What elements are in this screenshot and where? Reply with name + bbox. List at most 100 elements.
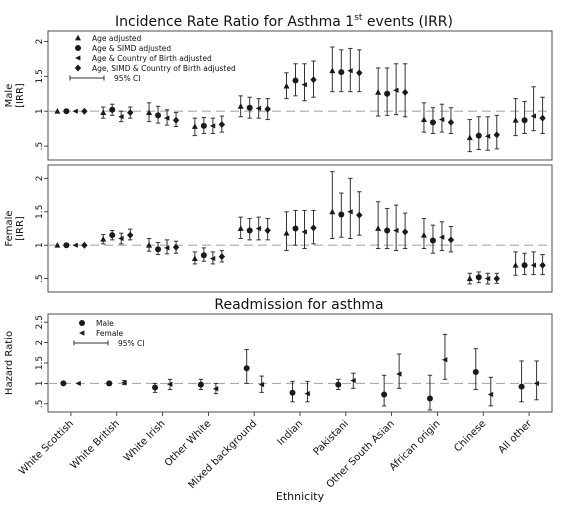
data-point-diamond xyxy=(172,116,180,124)
data-point-triangle xyxy=(375,89,382,95)
data-point-left-triangle xyxy=(304,391,310,397)
data-point-left-triangle xyxy=(438,234,445,240)
data-point-left-triangle xyxy=(530,113,536,119)
data-point-circle xyxy=(384,227,391,234)
data-point-diamond xyxy=(401,228,409,236)
data-point-triangle xyxy=(54,107,61,114)
data-point-left-triangle xyxy=(438,116,445,123)
data-point-left-triangle xyxy=(258,382,265,388)
data-point-diamond xyxy=(539,261,546,269)
data-point-left-triangle xyxy=(255,225,262,232)
data-point-left-triangle xyxy=(487,391,494,398)
data-point-triangle xyxy=(512,117,519,123)
y-axis-label: [IRR] xyxy=(15,216,26,241)
legend-label: Male xyxy=(96,319,114,328)
data-point-circle xyxy=(152,384,159,391)
data-point-triangle xyxy=(191,255,198,261)
data-point-triangle xyxy=(146,109,153,115)
data-point-diamond xyxy=(493,275,500,283)
y-tick-label: 1.5 xyxy=(35,69,45,83)
data-point-circle xyxy=(63,108,70,115)
data-point-circle xyxy=(381,391,388,398)
data-point-circle xyxy=(246,227,253,234)
data-point-left-triangle xyxy=(530,262,536,268)
legend-ci-label: 95% CI xyxy=(118,339,145,348)
data-point-left-triangle xyxy=(164,245,170,251)
data-point-left-triangle xyxy=(347,68,353,74)
data-point-circle xyxy=(518,383,525,390)
data-point-circle xyxy=(155,112,162,119)
data-point-diamond xyxy=(127,109,134,117)
data-point-triangle xyxy=(375,225,382,231)
data-point-left-triangle xyxy=(350,377,356,384)
data-point-circle xyxy=(384,90,391,97)
data-point-diamond xyxy=(401,88,409,96)
data-point-left-triangle xyxy=(255,105,262,111)
y-tick-label: 1.5 xyxy=(35,205,45,219)
irr-title-superscript: st xyxy=(354,13,363,23)
data-point-triangle xyxy=(100,235,107,242)
y-axis-label: Female xyxy=(4,210,15,246)
y-tick-label: 1 xyxy=(35,381,45,387)
data-point-left-triangle xyxy=(347,209,353,215)
legend-label: Age adjusted xyxy=(92,34,142,43)
data-point-circle xyxy=(338,211,345,218)
y-tick-label: .5 xyxy=(35,400,45,409)
readmission-chart-title: Readmission for asthma xyxy=(214,297,383,313)
data-point-circle xyxy=(243,365,250,372)
male-irr-panel: .5 1 1.5 2 Male [IRR] xyxy=(4,30,553,161)
y-tick-label: 1 xyxy=(35,242,45,248)
data-point-left-triangle xyxy=(209,123,216,129)
data-point-diamond xyxy=(356,69,363,77)
data-point-diamond xyxy=(218,120,226,128)
data-point-diamond xyxy=(218,253,226,261)
data-point-triangle xyxy=(329,208,336,215)
data-point-circle xyxy=(200,252,207,259)
data-point-triangle xyxy=(237,103,244,109)
data-point-circle xyxy=(246,104,253,111)
legend-label: Age & Country of Birth adjusted xyxy=(92,54,212,63)
legend-ci-label: 95% CI xyxy=(114,74,141,83)
data-point-left-triangle xyxy=(72,108,78,114)
data-point-left-triangle xyxy=(118,114,124,120)
data-point-triangle xyxy=(191,123,198,129)
legend-diamond-icon xyxy=(74,64,82,72)
data-point-diamond xyxy=(172,243,180,251)
panel-frame xyxy=(47,30,553,161)
data-point-circle xyxy=(521,117,528,124)
data-point-left-triangle xyxy=(441,357,448,363)
data-point-left-triangle xyxy=(212,386,219,392)
data-point-left-triangle xyxy=(301,229,307,235)
data-point-left-triangle xyxy=(167,381,173,387)
data-point-diamond xyxy=(264,227,271,235)
legend-circle-icon xyxy=(75,45,81,51)
data-point-left-triangle xyxy=(301,82,307,88)
data-point-circle xyxy=(475,274,482,281)
irr-title-main: Incidence Rate Ratio for Asthma 1 xyxy=(115,14,354,30)
data-point-triangle xyxy=(283,229,290,236)
data-point-circle xyxy=(338,69,345,76)
y-tick-label: 1.5 xyxy=(35,356,45,370)
data-point-left-triangle xyxy=(121,380,127,386)
data-point-left-triangle xyxy=(393,227,399,234)
data-point-circle xyxy=(292,77,299,84)
data-point-circle xyxy=(426,395,433,402)
y-axis-label: Male xyxy=(4,84,15,108)
y-tick-label: 2 xyxy=(35,176,45,182)
data-point-triangle xyxy=(512,262,519,268)
data-point-circle xyxy=(429,119,436,126)
legend-left-triangle-icon xyxy=(79,330,85,336)
data-point-diamond xyxy=(127,231,134,239)
data-point-circle xyxy=(289,389,296,396)
data-point-circle xyxy=(292,225,299,232)
legend-label: Age & SIMD adjusted xyxy=(92,44,171,53)
y-tick-label: .5 xyxy=(35,274,45,283)
data-point-left-triangle xyxy=(209,255,216,262)
legend-label: Age, SIMD & Country of Birth adjusted xyxy=(92,64,236,73)
data-point-circle xyxy=(106,380,113,387)
data-point-circle xyxy=(200,122,207,129)
data-point-diamond xyxy=(310,224,317,232)
data-point-left-triangle xyxy=(72,242,78,248)
